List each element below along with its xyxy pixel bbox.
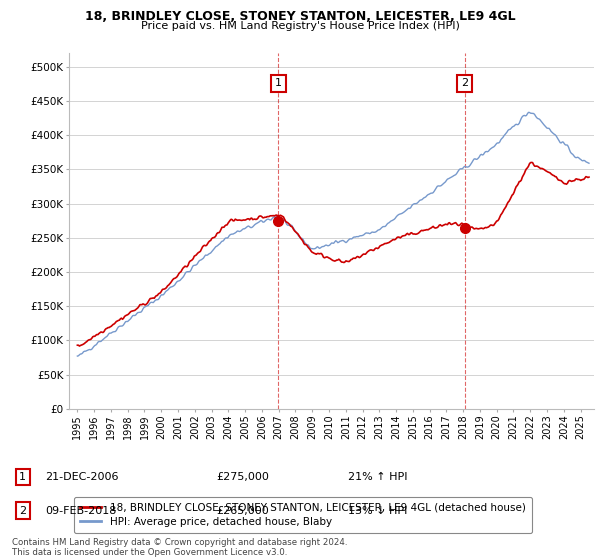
Text: 18, BRINDLEY CLOSE, STONEY STANTON, LEICESTER, LE9 4GL: 18, BRINDLEY CLOSE, STONEY STANTON, LEIC… [85, 10, 515, 23]
Text: £275,000: £275,000 [216, 472, 269, 482]
Text: 21-DEC-2006: 21-DEC-2006 [45, 472, 119, 482]
Text: £265,000: £265,000 [216, 506, 269, 516]
Text: 13% ↓ HPI: 13% ↓ HPI [348, 506, 407, 516]
Text: Price paid vs. HM Land Registry's House Price Index (HPI): Price paid vs. HM Land Registry's House … [140, 21, 460, 31]
Text: 21% ↑ HPI: 21% ↑ HPI [348, 472, 407, 482]
Text: 1: 1 [19, 472, 26, 482]
Text: 2: 2 [461, 78, 469, 88]
Legend: 18, BRINDLEY CLOSE, STONEY STANTON, LEICESTER, LE9 4GL (detached house), HPI: Av: 18, BRINDLEY CLOSE, STONEY STANTON, LEIC… [74, 497, 532, 533]
Text: 2: 2 [19, 506, 26, 516]
Text: Contains HM Land Registry data © Crown copyright and database right 2024.
This d: Contains HM Land Registry data © Crown c… [12, 538, 347, 557]
Text: 09-FEB-2018: 09-FEB-2018 [45, 506, 116, 516]
Text: 1: 1 [275, 78, 281, 88]
